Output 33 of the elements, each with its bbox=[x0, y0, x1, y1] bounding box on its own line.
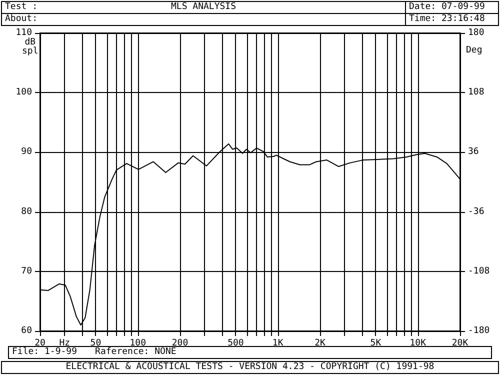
y2-tick-label: 108 bbox=[468, 88, 484, 98]
text: Date: 07-09-99 bbox=[409, 2, 485, 12]
text: Test : bbox=[5, 2, 38, 12]
text: Time: 23:16:48 bbox=[409, 14, 485, 24]
x-tick-label: 1K bbox=[272, 338, 284, 348]
x-tick-label: 200 bbox=[172, 338, 188, 348]
y-tick-label: 100 bbox=[16, 88, 32, 98]
y-tick-label: 70 bbox=[21, 266, 32, 276]
y2-tick-label: 36 bbox=[468, 147, 479, 158]
y-tick-label: 90 bbox=[21, 147, 32, 158]
y2-axis-title: Deg bbox=[466, 46, 482, 56]
text: About: bbox=[5, 14, 38, 24]
y2-tick-label: -180 bbox=[468, 326, 490, 336]
x-tick-label: Hz bbox=[59, 338, 70, 348]
text: ELECTRICAL & ACOUSTICAL TESTS - VERSION 4.23 - COPYRIGHT (C) 1991-98 bbox=[66, 362, 434, 372]
x-tick-label: 100 bbox=[130, 338, 146, 348]
text: File: 1-9-99 bbox=[12, 347, 78, 357]
x-tick-label: 500 bbox=[228, 338, 244, 348]
y2-tick-label: -36 bbox=[468, 206, 484, 217]
x-tick-label: 20K bbox=[452, 338, 469, 348]
y2-tick-label: 180 bbox=[468, 28, 484, 38]
x-tick-label: 50 bbox=[90, 338, 102, 348]
y-axis-title: dB spl bbox=[22, 38, 38, 56]
x-tick-label: 2K bbox=[314, 338, 326, 348]
text: Raference: NONE bbox=[95, 347, 176, 357]
x-tick-label: 5K bbox=[370, 338, 382, 348]
chart-title: MLS ANALYSIS bbox=[170, 2, 236, 12]
x-tick-label: 20 bbox=[34, 338, 46, 348]
y2-tick-label: -108 bbox=[468, 266, 490, 276]
y-tick-label: 80 bbox=[21, 206, 32, 217]
y-tick-label: 110 bbox=[16, 28, 32, 38]
y-tick-label: 60 bbox=[21, 326, 32, 336]
x-tick-label: 10K bbox=[410, 338, 427, 348]
